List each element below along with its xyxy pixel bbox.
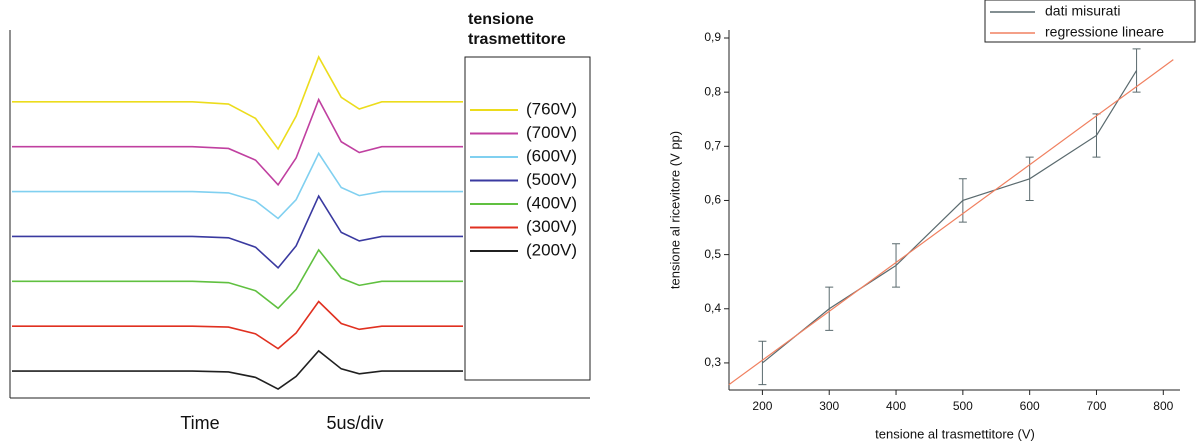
series-line	[12, 55, 463, 151]
error-bar	[1092, 113, 1101, 158]
x-tick-label: 300	[819, 399, 839, 413]
y-tick-label: 0,3	[704, 355, 721, 369]
series-line	[12, 349, 463, 390]
y-axis-title: tensione al ricevitore (V pp)	[667, 131, 682, 289]
x-tick-label: 200	[752, 399, 772, 413]
x-tick-label: 800	[1153, 399, 1173, 413]
error-bar	[1025, 156, 1034, 201]
legend-label: (600V)	[526, 146, 577, 165]
legend-label: (700V)	[526, 123, 577, 142]
series-line	[12, 97, 463, 187]
series-line	[12, 248, 463, 310]
y-tick-label: 0,7	[704, 138, 721, 152]
y-tick-label: 0,9	[704, 30, 721, 44]
x-axis-title: tensione al trasmettitore (V)	[875, 426, 1035, 441]
error-bar	[758, 340, 767, 386]
legend-label: (200V)	[526, 240, 577, 259]
legend-box	[984, 0, 1196, 43]
legend-label: (500V)	[526, 170, 577, 189]
series-line	[12, 151, 463, 220]
y-tick-label: 0,6	[704, 193, 721, 207]
legend-label: (300V)	[526, 217, 577, 236]
x-tick-label: 500	[953, 399, 973, 413]
series-line	[12, 194, 463, 270]
legend-title: tensione	[468, 11, 534, 28]
legend-label: (760V)	[526, 99, 577, 118]
legend-title: trasmettitore	[468, 31, 566, 48]
error-bar	[1132, 48, 1141, 93]
legend-box	[464, 56, 591, 381]
legend-label: regressione lineare	[1045, 24, 1164, 40]
x-label: Time	[180, 413, 219, 433]
error-bar	[825, 286, 834, 331]
x-tick-label: 400	[886, 399, 906, 413]
error-bar	[958, 178, 967, 223]
y-tick-label: 0,8	[704, 84, 721, 98]
x-tick-label: 700	[1086, 399, 1106, 413]
legend-label: dati misurati	[1045, 3, 1120, 19]
legend-label: (400V)	[526, 193, 577, 212]
series-line	[12, 300, 463, 350]
y-tick-label: 0,4	[704, 301, 721, 315]
series-line	[728, 59, 1174, 386]
x-tick-label: 600	[1020, 399, 1040, 413]
error-bar	[892, 243, 901, 288]
x-unit: 5us/div	[326, 413, 383, 433]
y-tick-label: 0,5	[704, 247, 721, 261]
